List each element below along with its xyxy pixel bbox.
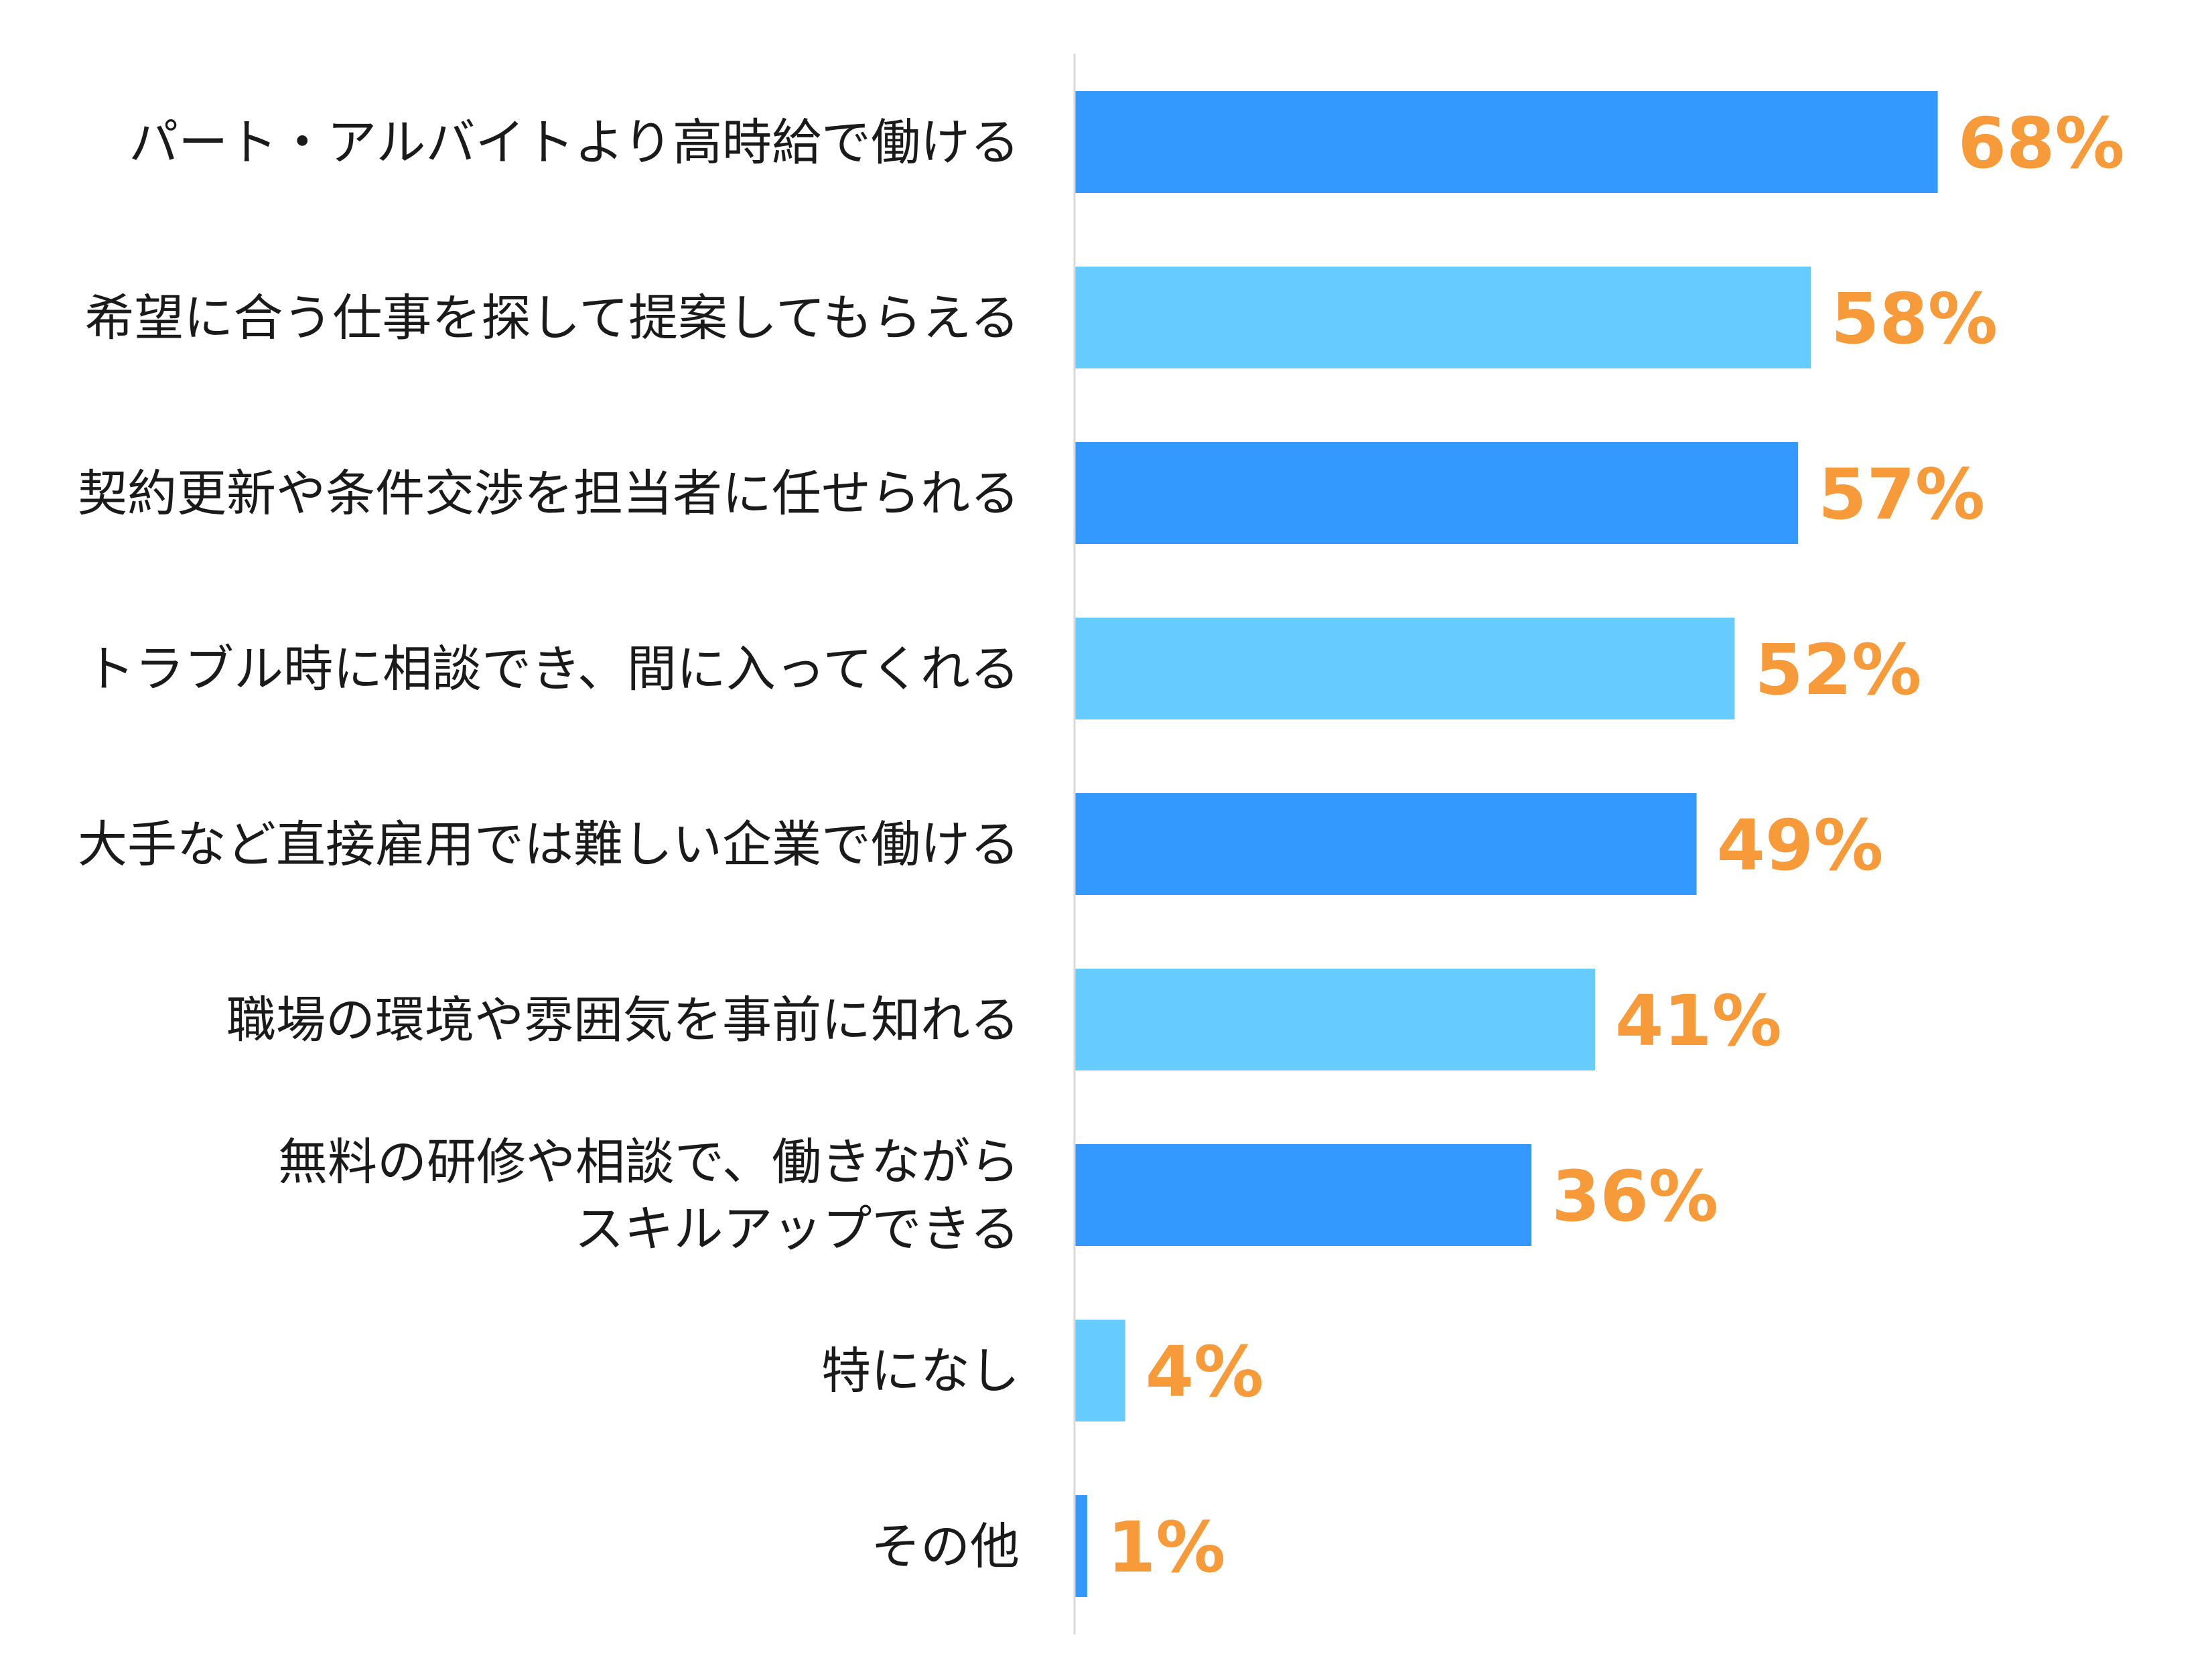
value-labels: 68% 58% 57% 52% 49% 41% 36% 4% 1% [1107, 102, 2125, 1588]
value-label: 36% [1551, 1156, 1718, 1237]
value-label: 1% [1107, 1507, 1226, 1588]
bar [1075, 442, 1799, 544]
category-label: 職場の環境や雰囲気を事前に知れる [226, 991, 1020, 1049]
bar [1075, 91, 1938, 193]
bar [1075, 969, 1595, 1070]
value-label: 68% [1958, 102, 2125, 184]
category-label: 特になし [821, 1342, 1020, 1400]
category-label: 契約更新や条件交渉を担当者に任せられる [78, 465, 1020, 523]
category-label: スキルアップできる [574, 1200, 1020, 1258]
value-label: 49% [1717, 805, 1884, 886]
category-label: トラブル時に相談でき、間に入ってくれる [85, 640, 1020, 698]
value-label: 57% [1818, 454, 1985, 535]
bar [1075, 793, 1697, 895]
bars-layer [1075, 91, 1938, 1597]
value-label: 4% [1146, 1331, 1264, 1413]
category-label: その他 [871, 1518, 1020, 1576]
bar [1075, 1144, 1532, 1246]
category-labels: パート・アルバイトより高時給で働ける希望に合う仕事を探して提案してもらえる契約更… [78, 114, 1020, 1576]
bar [1075, 1495, 1087, 1597]
category-label: 無料の研修や相談で、働きながら [278, 1133, 1020, 1191]
category-label: 希望に合う仕事を探して提案してもらえる [84, 289, 1020, 347]
bar [1075, 618, 1735, 719]
category-label: 大手など直接雇用では難しい企業で働ける [78, 816, 1020, 874]
value-label: 41% [1615, 980, 1782, 1062]
value-label: 58% [1831, 278, 1998, 360]
category-label: パート・アルバイトより高時給で働ける [129, 114, 1020, 171]
bar [1075, 1320, 1125, 1421]
value-label: 52% [1754, 629, 1921, 711]
bar [1075, 267, 1811, 368]
